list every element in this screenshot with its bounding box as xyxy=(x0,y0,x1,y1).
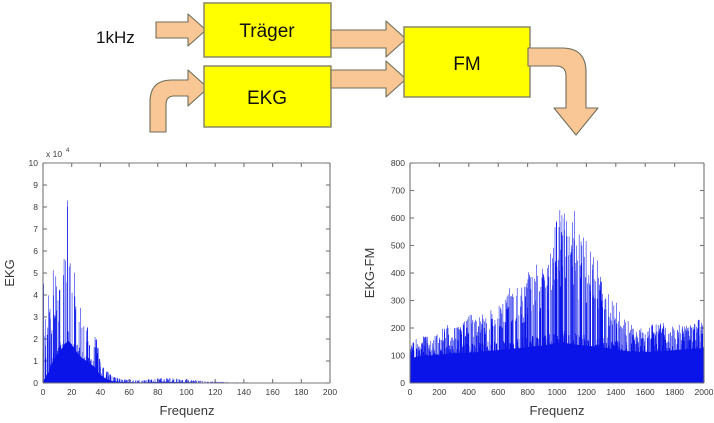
y-tick-label: 1 xyxy=(33,356,38,366)
chart-ekg-fm-spectrum: 0 200 400 600 800 1000 1200 1400 1600 1800 2000 0 10… xyxy=(356,143,714,423)
y-tick-label: 2 xyxy=(33,334,38,344)
x-tick-label: 800 xyxy=(521,387,535,397)
block-traeger-label: Träger xyxy=(239,21,295,42)
arrow-fm-output xyxy=(527,47,599,136)
y-tick-label: 4 xyxy=(33,290,38,300)
x-tick-label: 40 xyxy=(96,387,106,397)
y-tick-label: 7 xyxy=(33,224,38,234)
x-tick-label: 0 xyxy=(41,387,46,397)
arrow-traeger-to-fm xyxy=(330,20,407,58)
source-label-1khz: 1kHz xyxy=(96,28,135,47)
block-traeger xyxy=(203,2,332,58)
left-yaxis-title: EKG xyxy=(2,259,17,286)
x-tick-label: 0 xyxy=(408,387,413,397)
x-tick-label: 2000 xyxy=(695,387,714,397)
right-xaxis-title: Frequenz xyxy=(530,403,585,418)
y-tick-label: 10 xyxy=(29,158,39,168)
block-diagram: 1kHz Träger EKG FM xyxy=(0,0,714,142)
x-tick-label: 100 xyxy=(179,387,193,397)
x-tick-label: 200 xyxy=(432,387,446,397)
y-tick-label: 800 xyxy=(391,158,405,168)
x-tick-label: 180 xyxy=(294,387,308,397)
block-ekg xyxy=(203,65,332,128)
arrow-curved-into-ekg xyxy=(149,69,209,133)
y-tick-label: 600 xyxy=(391,213,405,223)
arrow-1khz-to-traeger xyxy=(155,13,207,47)
x-tick-label: 120 xyxy=(208,387,222,397)
y-tick-label: 0 xyxy=(400,378,405,388)
y-tick-label: 700 xyxy=(391,186,405,196)
y-tick-label: 8 xyxy=(33,202,38,212)
left-exponent-superscript: 4 xyxy=(66,148,70,154)
spectrum-trace xyxy=(43,200,331,383)
spectrum-trace xyxy=(409,210,705,383)
y-tick-label: 400 xyxy=(391,268,405,278)
block-fm xyxy=(403,26,531,98)
right-axis-box xyxy=(409,162,705,384)
y-tick-label: 0 xyxy=(33,378,38,388)
x-tick-label: 160 xyxy=(266,387,280,397)
y-tick-label: 300 xyxy=(391,296,405,306)
right-yaxis-title: EKG-FM xyxy=(362,248,377,299)
arrow-ekg-to-fm xyxy=(330,60,407,98)
x-tick-label: 20 xyxy=(67,387,77,397)
x-tick-label: 400 xyxy=(462,387,476,397)
x-tick-label: 200 xyxy=(323,387,337,397)
left-xaxis-title: Frequenz xyxy=(160,403,215,418)
x-tick-label: 1600 xyxy=(636,387,655,397)
y-tick-label: 9 xyxy=(33,180,38,190)
block-ekg-label: EKG xyxy=(247,88,287,109)
x-tick-label: 1400 xyxy=(606,387,625,397)
y-tick-label: 6 xyxy=(33,246,38,256)
x-tick-label: 60 xyxy=(124,387,134,397)
x-tick-label: 1000 xyxy=(548,387,567,397)
x-tick-label: 1200 xyxy=(577,387,596,397)
y-tick-label: 200 xyxy=(391,323,405,333)
y-tick-label: 100 xyxy=(391,351,405,361)
x-tick-label: 140 xyxy=(237,387,251,397)
left-exponent-label: x 10 xyxy=(46,149,62,159)
chart-ekg-spectrum: 0 20 40 60 80 100 120 140 160 180 200 0 1 2 3 4 5 6 7 8 9 10 … xyxy=(0,143,352,423)
x-tick-label: 1800 xyxy=(665,387,684,397)
left-axis-box xyxy=(42,162,331,384)
block-fm-label: FM xyxy=(453,54,480,75)
y-tick-label: 5 xyxy=(33,268,38,278)
x-tick-label: 600 xyxy=(491,387,505,397)
y-tick-label: 3 xyxy=(33,312,38,322)
x-tick-label: 80 xyxy=(153,387,163,397)
y-tick-label: 500 xyxy=(391,241,405,251)
